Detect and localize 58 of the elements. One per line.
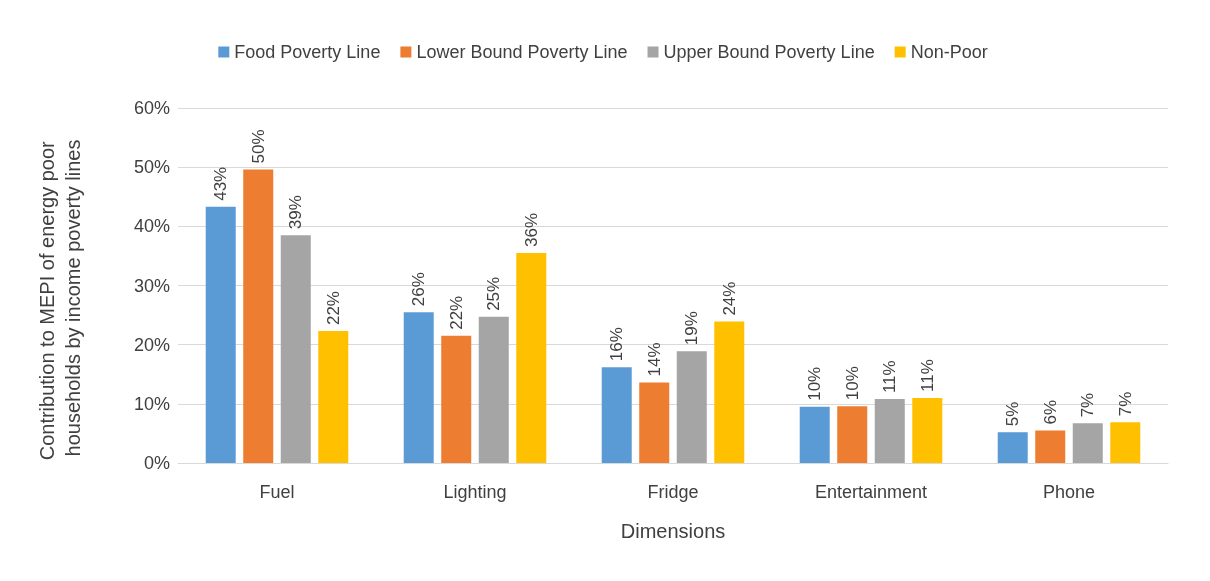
y-tick-label: 20% bbox=[133, 334, 170, 355]
legend-label: Food Poverty Line bbox=[234, 42, 381, 62]
data-label: 25% bbox=[484, 276, 504, 311]
data-label: 22% bbox=[323, 291, 343, 326]
bar bbox=[441, 335, 472, 463]
data-label: 10% bbox=[805, 366, 825, 401]
bar bbox=[874, 399, 905, 463]
bar bbox=[403, 312, 434, 463]
bar bbox=[205, 206, 236, 463]
data-label: 11% bbox=[880, 360, 900, 394]
bar bbox=[676, 351, 707, 463]
data-label: 16% bbox=[607, 327, 627, 362]
bar bbox=[1110, 422, 1141, 463]
bar bbox=[1035, 430, 1066, 463]
data-label: 50% bbox=[248, 129, 268, 164]
data-label: 22% bbox=[446, 295, 466, 330]
bar bbox=[601, 367, 632, 463]
data-label: 43% bbox=[211, 166, 231, 201]
x-tick-label: Lighting bbox=[443, 482, 507, 502]
data-label: 36% bbox=[521, 212, 541, 247]
bar bbox=[478, 316, 509, 463]
y-axis-title: Contribution to MEPI of energy poor households by income poverty lines bbox=[36, 135, 84, 461]
bar bbox=[280, 235, 311, 463]
legend-label: Lower Bound Poverty Line bbox=[416, 42, 628, 62]
data-label: 10% bbox=[842, 366, 862, 401]
data-label: 11% bbox=[917, 359, 937, 392]
x-tick-label: Entertainment bbox=[814, 482, 928, 502]
data-label: 14% bbox=[644, 342, 664, 377]
y-tick-label: 0% bbox=[143, 453, 170, 473]
y-tick-label: 10% bbox=[133, 393, 170, 414]
y-tick-label: 40% bbox=[133, 216, 170, 237]
legend-label: Upper Bound Poverty Line bbox=[663, 42, 875, 62]
x-tick-label: Fridge bbox=[647, 482, 699, 502]
bar bbox=[799, 406, 830, 463]
bar bbox=[1072, 423, 1103, 463]
data-label: 5% bbox=[1003, 401, 1023, 427]
y-tick-label: 50% bbox=[133, 157, 170, 178]
bar bbox=[639, 382, 670, 463]
x-axis-title: Dimensions bbox=[620, 520, 726, 542]
data-label: 6% bbox=[1040, 399, 1060, 425]
y-tick-label: 30% bbox=[133, 275, 170, 296]
x-tick-label: Phone bbox=[1042, 482, 1096, 502]
data-label: 7% bbox=[1115, 391, 1135, 417]
bar bbox=[714, 321, 745, 463]
data-label: 24% bbox=[719, 281, 739, 316]
bar bbox=[912, 397, 943, 463]
legend-label: Non-Poor bbox=[910, 42, 988, 62]
data-label: 39% bbox=[286, 195, 306, 230]
bar bbox=[516, 252, 547, 463]
bar bbox=[837, 406, 868, 463]
bar bbox=[997, 432, 1028, 463]
data-label: 7% bbox=[1078, 392, 1098, 418]
data-label: 26% bbox=[409, 272, 429, 307]
y-tick-label: 60% bbox=[133, 98, 170, 118]
x-tick-label: Fuel bbox=[259, 482, 295, 502]
bar bbox=[318, 331, 349, 463]
data-label: 19% bbox=[682, 311, 702, 346]
bar bbox=[243, 169, 274, 463]
